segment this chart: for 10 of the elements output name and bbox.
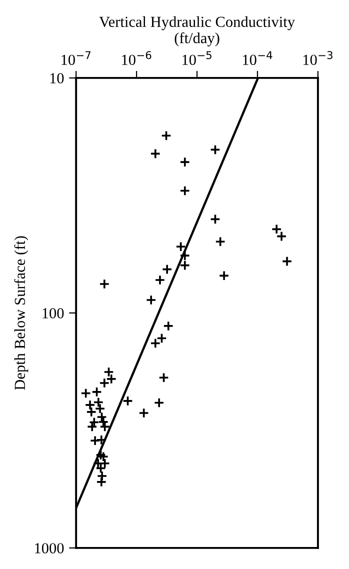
x-tick-label: 10$^{−3}$	[303, 51, 332, 66]
x-tick-label: 10$^{−5}$	[182, 51, 212, 66]
y-tick-label: 1000	[35, 543, 64, 554]
x-axis-title: Vertical Hydraulic Conductivity (ft/day)	[99, 16, 295, 46]
y-axis-title: Depth Below Surface (ft)	[14, 236, 28, 390]
x-tick-label: 10$^{−4}$	[243, 51, 272, 66]
x-tick-label: 10$^{−6}$	[122, 51, 152, 66]
y-tick-label: 10	[50, 73, 64, 84]
x-tick-label: 10$^{−7}$	[62, 51, 91, 66]
y-tick-label: 100	[42, 308, 64, 318]
